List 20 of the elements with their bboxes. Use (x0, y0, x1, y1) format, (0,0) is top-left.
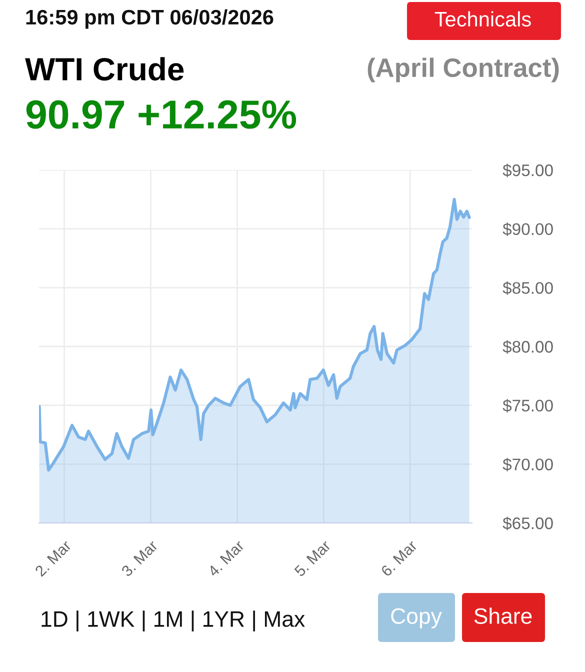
y-tick-label: $85.00 (502, 281, 553, 295)
x-tick-label: 6. Mar (380, 539, 418, 577)
y-tick-label: $80.00 (502, 340, 553, 354)
text: 1D | 1WK | 1M | 1YR | Max (42, 610, 305, 632)
chart-title: WTI Crude (25, 57, 184, 81)
text: Technicals (434, 11, 531, 27)
chart-subtitle: (April Contract) (368, 58, 559, 82)
x-tick-label: 3. Mar (120, 539, 158, 578)
y-tick-label: $90.00 (502, 222, 553, 236)
y-tick-label: $70.00 (502, 458, 553, 472)
text: Copy (391, 608, 442, 628)
y-tick-label: $75.00 (502, 399, 553, 413)
y-tick-label: $65.00 (502, 516, 553, 530)
text: Share (474, 608, 532, 624)
text: 16:59 pm CDT 06/03/2026 (26, 9, 274, 29)
y-tick-label: $95.00 (502, 164, 553, 178)
x-tick-label: 2. Mar (34, 539, 72, 577)
text: 90.97 +12.25% (26, 100, 296, 129)
x-tick-label: 5. Mar (294, 540, 332, 578)
x-tick-label: 4. Mar (207, 540, 245, 578)
